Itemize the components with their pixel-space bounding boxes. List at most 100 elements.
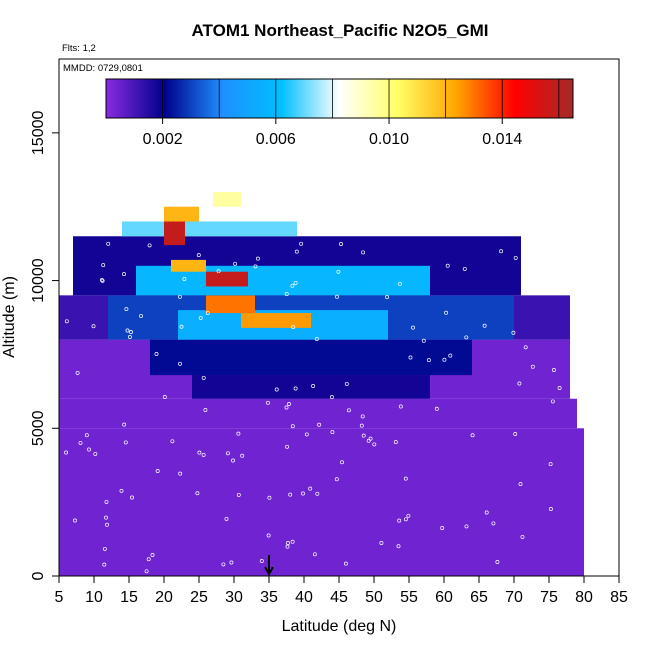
x-tick-label: 60 [435,589,453,606]
observation-point [221,562,226,567]
observation-point [64,450,69,455]
observation-point [548,507,553,511]
observation-point [150,553,155,557]
observation-point [233,261,238,266]
flights-note: Flts: 1,2 [62,43,96,54]
observation-point [78,440,83,445]
observation-point [523,345,528,350]
observation-point [259,559,264,563]
observation-point [330,430,335,435]
observation-point [124,307,129,312]
observation-point [301,491,305,496]
observation-point [403,476,408,481]
observation-point [397,518,402,523]
observation-point [285,444,290,449]
observation-point [344,381,349,386]
observation-point [406,513,411,518]
x-tick-label: 80 [575,589,593,606]
heatmap-cell-12 [206,271,248,287]
observation-point [372,442,377,447]
observation-point [75,370,80,375]
colorbar-tick-label: 0.006 [256,131,296,148]
observation-point [104,499,109,504]
observation-point [93,451,98,456]
observation-point [274,387,279,392]
observation-point [557,386,562,390]
observation-point [100,278,105,283]
y-tick-label: 10000 [30,258,47,303]
observation-point [317,422,322,427]
colorbar-tick-label: 0.010 [369,131,409,148]
x-tick-label: 70 [505,589,523,606]
observation-point [266,533,271,538]
observation-point [530,364,535,369]
observation-point [329,395,334,400]
observation-point [396,544,401,549]
heatmap-cell-13 [171,259,206,272]
observation-point [393,440,398,445]
observation-point [144,569,149,574]
observation-point [548,462,553,467]
observation-point [495,560,500,564]
observation-point [293,280,298,285]
observation-point [105,522,109,527]
x-tick-label: 85 [610,589,628,606]
observation-point [513,432,518,436]
observation-point [361,250,366,255]
x-tick-label: 10 [85,589,103,606]
observation-point [359,423,364,428]
observation-point [304,432,309,437]
observation-point [236,492,241,497]
y-axis-label: Altitude (m) [1,276,18,358]
marker-arrow-head [264,566,274,577]
observation-point [426,358,431,363]
observation-point [123,440,128,445]
observation-point [290,424,295,429]
observation-point [403,517,408,522]
observation-point [491,521,496,526]
observation-point [122,272,126,277]
observation-point [146,557,151,562]
observation-point [127,335,132,339]
observation-point [285,544,290,549]
colorbar-dividers [162,79,560,118]
observation-point [340,460,344,465]
y-axis: 0 5000 10000 15000 [30,111,59,580]
observation-point [196,253,201,258]
heatmap-cell-15 [164,221,185,246]
observation-point [205,311,210,316]
observation-point [122,422,127,427]
observation-point [551,368,556,372]
observation-point [265,400,270,405]
observation-point [182,277,187,281]
observation-point [286,541,290,545]
x-tick-label: 15 [120,589,138,606]
x-tick-label: 5 [55,589,64,606]
observation-point [398,404,403,409]
observation-point [147,243,152,248]
observation-point [346,408,351,413]
dates-note: MMDD: 0729,0801 [63,63,143,74]
observation-point [139,313,143,318]
observation-point [335,294,339,299]
heatmap-cell-17 [213,191,241,207]
observation-point [102,562,107,567]
observation-point [361,433,366,438]
latitude-marker-arrow [264,555,274,577]
x-axis: 5 10 15 20 25 30 35 40 45 50 55 60 65 70 75 80 85 [55,576,628,606]
observation-point [291,325,296,330]
observation-point [397,281,402,286]
observation-point [201,452,206,457]
observation-point [440,526,445,530]
observation-point [385,295,390,300]
observation-point [314,337,319,341]
observation-point [444,310,449,315]
observation-point [421,338,426,343]
observation-point [155,469,160,473]
x-axis-label: Latitude (deg N) [282,618,397,635]
observation-point [334,477,339,482]
observation-point [203,408,208,412]
observation-point [312,552,317,557]
observation-point [129,330,133,334]
observation-point [224,516,229,521]
